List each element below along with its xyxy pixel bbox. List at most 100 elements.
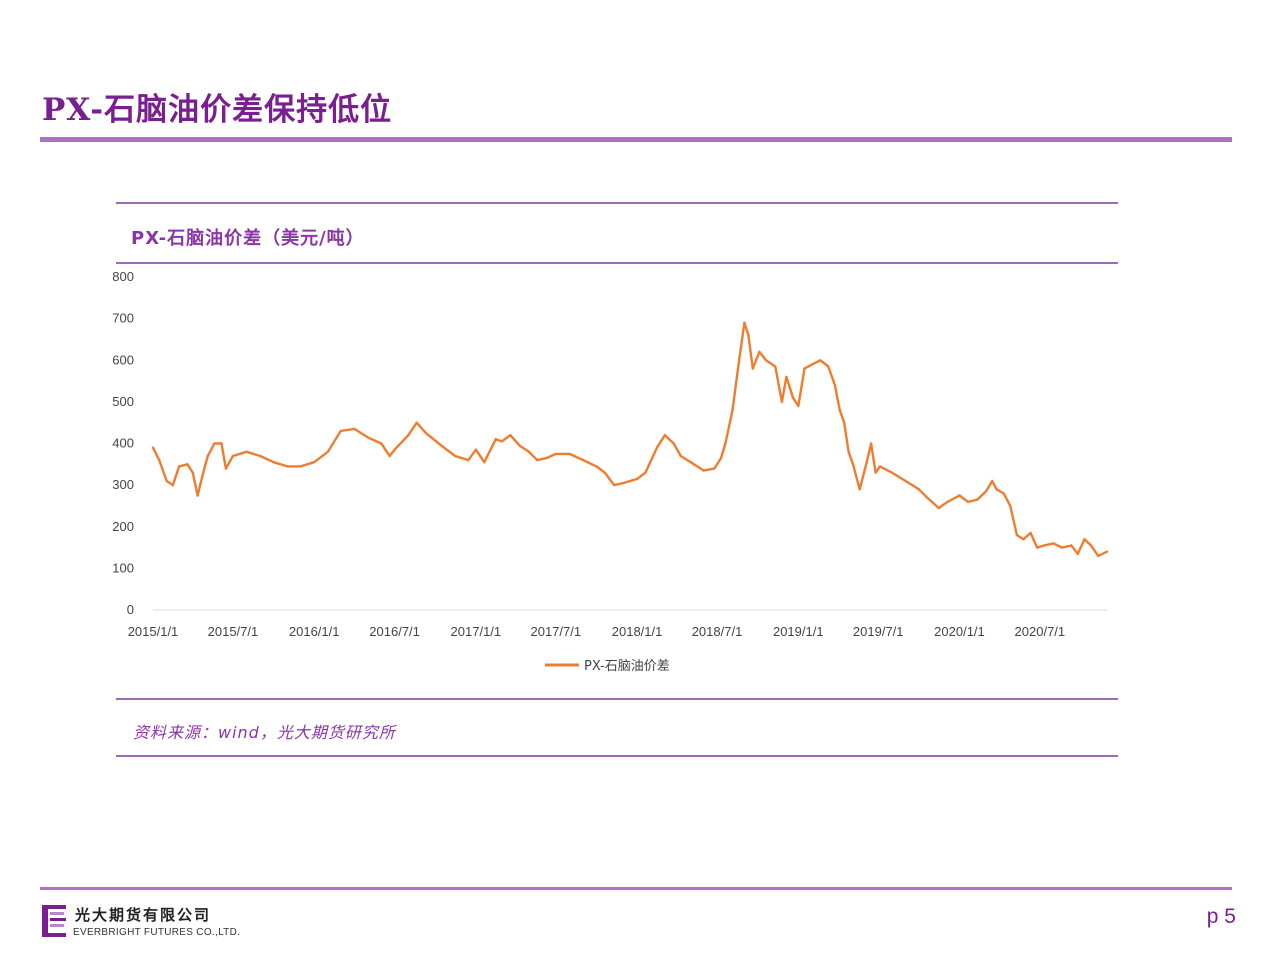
data-points <box>151 321 1109 558</box>
y-tick-label: 400 <box>112 436 134 451</box>
data-point <box>1022 538 1025 541</box>
series-line-px-naphtha <box>151 321 1108 558</box>
x-tick-label: 2019/1/1 <box>773 624 824 639</box>
data-point <box>976 498 979 501</box>
data-point <box>743 321 746 324</box>
data-point <box>1097 554 1100 558</box>
data-point <box>890 471 894 474</box>
data-point <box>326 450 330 453</box>
data-point <box>177 465 181 468</box>
data-point <box>518 444 521 447</box>
data-point <box>1042 544 1046 547</box>
data-point <box>186 463 189 466</box>
data-point <box>797 404 800 408</box>
data-point <box>1105 550 1109 553</box>
x-tick-label: 2020/1/1 <box>934 624 985 639</box>
x-tick-label: 2016/1/1 <box>289 624 340 639</box>
data-point <box>582 458 585 462</box>
data-point <box>231 454 235 458</box>
x-tick-label: 2015/7/1 <box>208 624 259 639</box>
chart-heading: PX-石脑油价差（美元/吨） <box>131 228 365 249</box>
data-point <box>165 479 168 483</box>
data-point <box>191 471 194 474</box>
data-point <box>991 479 994 483</box>
data-point <box>874 471 877 474</box>
data-point <box>353 427 356 431</box>
data-point <box>509 434 512 437</box>
data-point <box>810 363 814 366</box>
x-tick-label: 2019/7/1 <box>853 624 904 639</box>
source-top-rule <box>116 698 1118 700</box>
data-point <box>299 465 302 468</box>
data-point <box>946 500 949 503</box>
data-point <box>847 450 850 453</box>
data-point <box>878 465 882 468</box>
data-point <box>407 434 410 437</box>
data-point <box>536 458 539 462</box>
data-point <box>388 454 391 458</box>
company-name-cn: 光大期货有限公司 <box>75 906 212 924</box>
data-point <box>259 454 262 458</box>
data-point <box>453 454 457 458</box>
data-point <box>1009 504 1012 508</box>
y-tick-label: 100 <box>112 560 134 575</box>
data-point <box>171 483 175 487</box>
data-point <box>202 471 205 474</box>
company-name-en: EVERBRIGHT FUTURES CO.,LTD. <box>73 927 241 938</box>
data-point <box>764 359 768 362</box>
data-point <box>851 463 855 466</box>
data-point <box>1036 546 1039 549</box>
data-point <box>545 456 548 460</box>
x-tick-label: 2020/7/1 <box>1015 624 1066 639</box>
data-point <box>474 448 478 451</box>
data-point <box>1052 542 1055 545</box>
data-point <box>702 469 705 472</box>
data-point <box>827 365 830 368</box>
data-point <box>1076 552 1080 555</box>
data-point <box>527 450 531 453</box>
data-point <box>655 446 659 449</box>
data-point <box>612 483 616 487</box>
data-point <box>206 454 209 458</box>
data-point <box>424 431 428 435</box>
data-point <box>713 467 716 470</box>
data-point <box>1089 544 1093 547</box>
data-point <box>751 367 754 370</box>
data-point <box>858 488 861 491</box>
data-point <box>838 409 841 412</box>
data-point <box>780 400 784 404</box>
data-point <box>803 367 806 370</box>
x-tick-label: 2017/1/1 <box>451 624 502 639</box>
data-point <box>843 421 846 424</box>
y-tick-label: 0 <box>127 602 134 617</box>
source-bottom-rule <box>116 755 1118 757</box>
data-point <box>467 458 470 462</box>
data-point <box>224 467 228 470</box>
data-point <box>774 365 777 368</box>
data-point <box>1083 538 1086 541</box>
title-underline <box>40 137 1232 142</box>
data-point <box>272 461 275 464</box>
data-point <box>926 496 929 499</box>
data-point <box>869 442 873 445</box>
y-axis: 0 100 200 300 400 500 600 700 800 <box>112 269 134 617</box>
data-point <box>663 434 667 437</box>
data-point <box>672 442 675 445</box>
data-point <box>1015 533 1019 537</box>
data-point <box>500 440 504 443</box>
data-point <box>595 465 598 468</box>
data-point <box>747 334 750 337</box>
data-point <box>833 384 837 387</box>
data-point <box>1029 531 1032 535</box>
data-point <box>644 471 647 474</box>
data-point <box>679 454 682 458</box>
data-point <box>494 438 497 441</box>
data-point <box>286 465 289 468</box>
page-number: p 5 <box>1206 905 1236 928</box>
data-point <box>904 479 907 483</box>
data-point <box>984 490 988 493</box>
data-point <box>415 421 418 424</box>
x-tick-label: 2018/1/1 <box>612 624 663 639</box>
data-point <box>1060 546 1064 549</box>
x-axis: 2015/1/1 2015/7/1 2016/1/1 2016/7/1 2017/1/1… <box>128 624 1065 639</box>
